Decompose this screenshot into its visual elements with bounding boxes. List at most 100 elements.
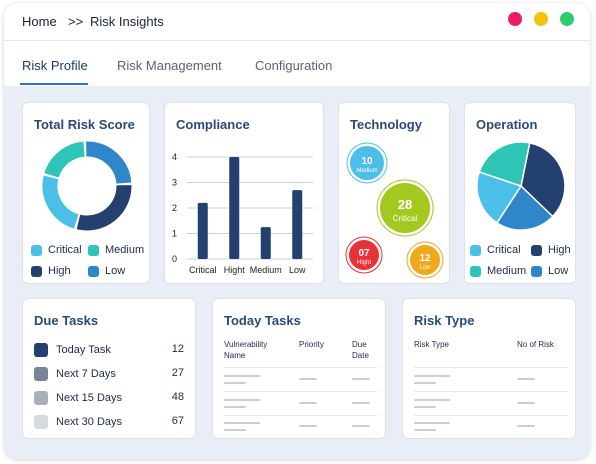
legend-critical: Critical [31,244,82,256]
legend-label: Medium [487,265,527,277]
placeholder-line [224,406,246,408]
legend-low: Low [88,265,125,277]
legend-swatch [470,265,481,277]
technology-title: Technology [350,117,422,132]
close-button[interactable] [508,12,522,26]
placeholder-line [224,399,260,401]
risk-type-title: Risk Type [414,313,475,328]
bubble-value: 07 [358,248,370,259]
title-bar: Home >> Risk Insights [4,3,590,41]
bar-critical [197,202,208,259]
total-risk-score-title: Total Risk Score [34,117,135,132]
breadcrumb-home[interactable]: Home [22,14,57,29]
legend-label: High [48,265,71,277]
bubble-critical [380,183,430,233]
pie-slice-low [495,184,554,231]
bubble-ring [376,179,434,237]
bubble-label: Hight [357,260,371,266]
placeholder-line [414,429,436,431]
row-divider [414,415,567,416]
tab-configuration[interactable]: Configuration [255,58,333,73]
legend-swatch [31,244,42,256]
app-window: Home >> Risk Insights Risk Profile Risk … [4,3,590,459]
tab-risk-management[interactable]: Risk Management [117,58,222,73]
row-divider [224,415,377,416]
legend-swatch [531,265,542,277]
due-label: Next 15 Days [56,392,123,404]
breadcrumb-separator: >> [68,14,84,29]
due-swatch [34,415,48,429]
donut-segment-high [76,184,132,231]
column-header-due-date: Due Date [352,340,369,360]
row-divider [224,391,377,392]
legend-high: High [31,265,71,277]
due-count: 27 [171,367,184,379]
donut-segment-medium [44,141,86,178]
column-header-vulnerability-name: Vulnerability Name [224,340,268,360]
column-header-no-of-risk: No of Risk [517,340,554,349]
bubble-label: Critical [393,214,418,223]
legend-high: High [531,244,571,256]
due-row-15-days[interactable]: Next 15 Days 48 [34,390,184,406]
row-divider [224,367,377,368]
maximize-button[interactable] [560,12,574,26]
bubble-low [410,245,440,275]
placeholder-line [352,378,370,380]
legend-swatch [88,244,99,256]
bubble-label: Medium [356,168,377,174]
tab-risk-profile[interactable]: Risk Profile [22,58,88,73]
minimize-button[interactable] [534,12,548,26]
legend-label: Low [548,265,569,277]
bubble-value: 28 [398,197,412,212]
legend-swatch [88,265,99,277]
due-row-today[interactable]: Today Task 12 [34,342,184,358]
bar-medium [260,227,271,259]
placeholder-line [352,425,370,427]
y-tick-label: 2 [172,203,177,213]
placeholder-line [517,402,535,404]
placeholder-line [224,422,260,424]
legend-label: Medium [105,244,145,256]
placeholder-line [299,425,317,427]
due-row-7-days[interactable]: Next 7 Days 27 [34,366,184,382]
placeholder-line [517,425,535,427]
y-tick-label: 4 [172,152,177,162]
due-row-30-days[interactable]: Next 30 Days 67 [34,414,184,430]
placeholder-line [224,429,246,431]
donut-segment-critical [42,175,79,229]
bubble-hight [349,240,379,270]
due-swatch [34,343,48,357]
y-tick-label: 3 [172,178,177,188]
due-tasks-title: Due Tasks [34,313,99,328]
operation-pie-chart [476,141,566,231]
legend-swatch [31,265,42,277]
legend-swatch [531,244,542,256]
placeholder-line [299,378,317,380]
placeholder-line [352,402,370,404]
total-risk-donut-chart [42,141,132,231]
x-tick-label: Critical [189,265,217,275]
due-label: Next 30 Days [56,416,123,428]
pie-slice-high [520,141,566,218]
due-count: 67 [171,415,184,427]
total-risk-score-card: Total Risk Score Critical Medium High Lo… [22,102,150,284]
due-label: Next 7 Days [56,368,116,380]
compliance-title: Compliance [176,117,250,132]
breadcrumb-current: Risk Insights [90,14,164,29]
x-tick-label: Low [289,265,306,275]
due-count: 12 [171,343,184,355]
placeholder-line [224,382,246,384]
placeholder-line [414,406,436,408]
pie-slice-medium [478,141,531,187]
placeholder-line [414,382,436,384]
legend-label: Critical [487,244,521,256]
bubble-ring [345,236,383,274]
pie-slice-critical [476,170,523,224]
risk-type-card: Risk Type Risk Type No of Risk [402,298,576,439]
row-divider [414,391,567,392]
x-tick-label: Hight [224,265,246,275]
placeholder-line [224,375,260,377]
y-tick-label: 1 [172,229,177,239]
placeholder-line [299,402,317,404]
